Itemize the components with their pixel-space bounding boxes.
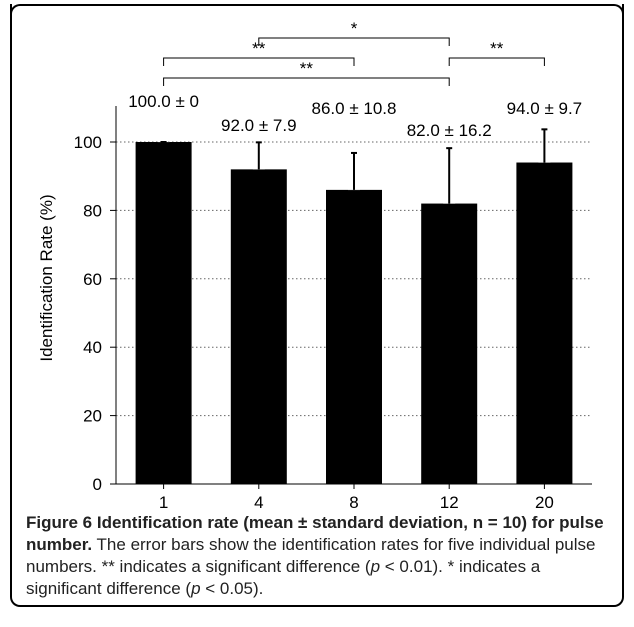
- y-axis-label: Identification Rate (%): [37, 194, 56, 361]
- x-tick-label-4: 4: [254, 493, 263, 510]
- caption-body-3: < 0.05).: [200, 579, 264, 598]
- value-label-1: 100.0 ± 0: [128, 92, 199, 111]
- bar-4: [230, 169, 287, 485]
- significance-bracket-4-12: [258, 37, 450, 46]
- bar-12: [421, 203, 478, 484]
- caption-body-2: < 0.01). * indicates a significant diffe…: [26, 557, 541, 598]
- figure-frame: [10, 4, 624, 607]
- x-tick-label-8: 8: [349, 493, 358, 510]
- significance-label-4-12: *: [351, 19, 358, 38]
- caption-p-2: p: [191, 579, 201, 598]
- caption-p-1: p: [370, 557, 381, 576]
- significance-label-1-12: **: [300, 59, 314, 78]
- significance-brackets: *** ****: [163, 19, 545, 86]
- value-label-8: 86.0 ± 10.8: [312, 99, 397, 118]
- value-label-20: 94.0 ± 9.7: [507, 99, 583, 118]
- bar-1: [135, 142, 192, 484]
- bars: [135, 141, 573, 485]
- caption-body-1: The error bars show the identification r…: [26, 535, 596, 576]
- x-tick-label-1: 1: [159, 493, 168, 510]
- value-labels: 100.0 ± 0 92.0 ± 7.9 86.0 ± 10.8 82.0 ± 16.…: [128, 92, 582, 140]
- caption-label: Figure 6: [26, 513, 93, 532]
- figure-caption: Figure 6 Identification rate (mean ± sta…: [26, 512, 616, 600]
- value-label-12: 82.0 ± 16.2: [407, 121, 492, 140]
- tick-labels: 0 20 40 60 80 100 1 4 8 12 20: [74, 133, 554, 510]
- y-tick-label-0: 0: [93, 475, 102, 494]
- error-bars: [160, 128, 548, 204]
- y-tick-label-60: 60: [83, 270, 102, 289]
- significance-label-12-20: **: [490, 39, 504, 58]
- value-label-4: 92.0 ± 7.9: [221, 116, 297, 135]
- significance-bracket-1-8: [163, 57, 355, 66]
- significance-bracket-1-12: [163, 77, 450, 86]
- bar-20: [516, 162, 573, 484]
- y-tick-label-20: 20: [83, 407, 102, 426]
- x-tick-label-12: 12: [440, 493, 459, 510]
- x-tick-label-20: 20: [535, 493, 554, 510]
- y-tick-label-100: 100: [74, 133, 102, 152]
- significance-label-1-8: **: [252, 39, 266, 58]
- caption-title: Identification rate (mean ± standard dev…: [26, 513, 604, 554]
- grid-lines: [116, 141, 592, 417]
- bar-chart: 0 20 40 60 80 100 1 4 8 12 20 100.0 ± 0 92.0 ± 7.9 8…: [37, 19, 592, 510]
- bar-8: [326, 189, 382, 484]
- axes: [110, 106, 592, 489]
- y-tick-label-80: 80: [83, 201, 102, 220]
- y-tick-label-40: 40: [83, 338, 102, 357]
- significance-bracket-12-20: [448, 57, 545, 66]
